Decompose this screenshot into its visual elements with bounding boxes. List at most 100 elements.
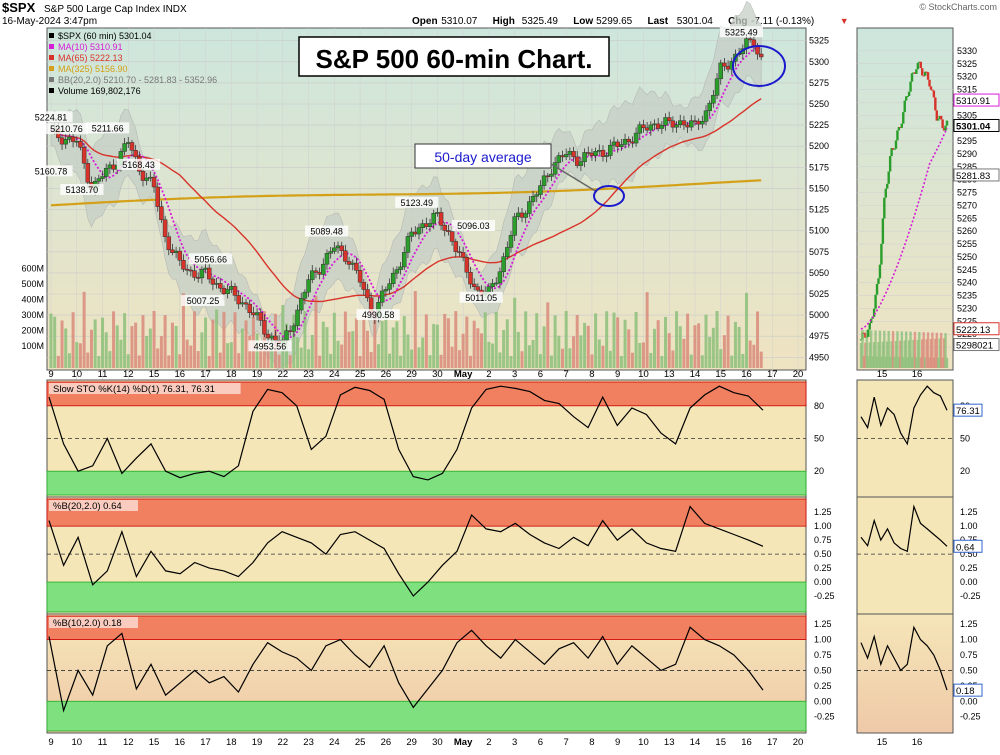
volume-bar [741,353,745,368]
volume-bar [572,336,576,368]
candle-body [390,272,396,284]
volume-bar [428,355,432,368]
candle-body [232,286,238,296]
candle-body [519,212,525,218]
candle-body [475,286,481,291]
x-label-bottom-27: 16 [741,737,752,748]
volume-bar [119,339,123,368]
indicator-1-ytick-4: 0.75 [814,535,832,545]
inset-volume-bar [904,331,908,368]
price-ytick-5: 5075 [809,247,829,257]
candle-body [692,120,698,122]
candle-body [218,283,223,289]
price-ytick-15: 5325 [809,36,829,46]
inset-candle [921,68,924,76]
indicator-0-ytick-1: 50 [814,434,824,444]
price-label-bg [29,165,73,177]
inset-volume-bar [931,332,934,368]
volume-bar [638,342,642,368]
candle-body [332,247,337,252]
indicator-2-ytick-5: 1.00 [814,635,832,645]
candle-body [582,152,587,162]
index-name: S&P 500 Large Cap Index INDX [44,4,187,15]
inset-candle [928,79,931,87]
volume-bar [148,328,152,368]
inset-candle [872,308,876,317]
candle-body [652,123,657,126]
x-label-bottom-6: 17 [200,737,211,748]
x-label-bottom-13: 26 [381,737,392,748]
inset-tag-0: 5310.91 [956,96,990,107]
volume-bar [259,350,263,368]
inset-ytick-23: 5330 [957,46,977,56]
inset-candle [888,156,892,172]
price-ytick-1: 4975 [809,331,829,341]
candle-body [129,142,135,151]
volume-bar [678,326,682,368]
quote-label-0: Open [412,16,438,27]
inset-candle [937,119,940,121]
candle-body [144,177,149,181]
candle-body [552,162,558,175]
x-label-top-10: 23 [303,369,314,380]
volume-bar [137,355,141,368]
legend-volume: Volume 169,802,176 [58,86,141,96]
inset-indicator-2-ytick-4: 0.75 [960,650,978,660]
volume-bar [365,330,369,368]
candle-body [402,252,407,268]
inset-tag-box-4 [953,338,1000,352]
volume-bar [432,323,436,368]
candle-body [313,270,319,273]
volume-bar [686,313,690,368]
inset-ytick-20: 5315 [957,85,977,95]
price-ytick-12: 5250 [809,99,829,109]
inset-candle [909,81,912,92]
volume-bar [369,351,373,368]
volume-bar [104,332,108,368]
candle-body [346,261,352,265]
candle-body [339,245,344,251]
volume-bar [417,347,421,368]
inset-ma10-line [860,127,948,330]
candle-body [81,147,87,164]
volume-bar [697,323,701,368]
inset-volume-bar [932,357,936,368]
inset-volume-bar [909,331,912,368]
volume-bar [156,348,160,368]
candle-body [431,213,436,224]
inset-candle [870,318,873,324]
candle-body [659,125,665,129]
inset-volume-bar [919,357,922,368]
price-label-bg [44,123,89,135]
candle-body [674,124,679,128]
indicator-tag-0: 76.31 [956,406,980,417]
volume-bar [461,333,465,368]
indicator-0-ytick-0: 20 [814,466,824,476]
price-ytick-0: 4950 [809,352,829,362]
volume-bar [700,355,704,368]
candle-body [324,253,330,265]
inset-candle [912,72,915,74]
candle-body [666,117,672,122]
candle-body [630,141,635,144]
x-label-top-17: 2 [486,369,491,380]
x-label-bottom-29: 20 [793,737,804,748]
inset-indicator-1-ytick-5: 1.00 [960,521,978,531]
candle-body [236,295,241,305]
ma-note-box [414,143,552,169]
volume-bar [53,316,57,368]
volume-bar [377,344,381,368]
candle-body [549,173,554,177]
volume-bar [167,355,171,368]
volume-bar [358,355,362,368]
inset-candle [890,148,893,157]
candle-body [383,289,389,292]
candle-body [177,250,183,261]
volume-bar [586,325,590,368]
candle-body [471,283,477,287]
candle-body [103,167,109,177]
price-label-8: 4953.56 [254,341,287,351]
candle-body [637,124,643,134]
volume-bar [675,311,679,368]
inset-ytick-5: 5240 [957,278,977,288]
